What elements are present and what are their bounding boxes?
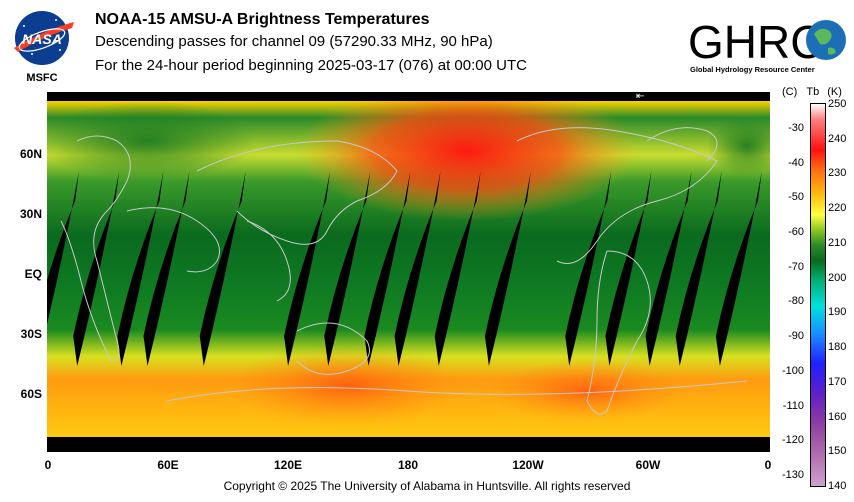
latitude-label: 60S — [20, 387, 42, 401]
swath-gap — [675, 171, 722, 366]
colorbar-kelvin-tick: 160 — [828, 410, 847, 423]
longitude-label: 120W — [512, 458, 544, 472]
colorbar-kelvin-tick: 210 — [828, 236, 847, 249]
colorbar — [810, 103, 826, 487]
colorbar-celsius-tick: -130 — [782, 469, 805, 482]
colorbar-kelvin-tick: 150 — [828, 445, 847, 458]
colorbar-celsius-tick: -120 — [782, 434, 805, 447]
colorbar-kelvin-tick: 180 — [828, 341, 847, 354]
longitude-label: 120E — [273, 458, 303, 472]
colorbar-celsius-header: (C) — [782, 86, 798, 98]
swath-gap — [117, 171, 164, 366]
swath-gap — [605, 171, 652, 366]
latitude-label: 30S — [20, 327, 42, 341]
colorbar-celsius-tick: -100 — [782, 364, 805, 377]
swath-gap — [199, 171, 246, 366]
copyright-footer: Copyright © 2025 The University of Alaba… — [223, 479, 631, 493]
colorbar-kelvin-tick: 250 — [828, 98, 847, 110]
swath-gap — [47, 171, 80, 325]
colorbar-kelvin-tick: 140 — [828, 480, 847, 492]
colorbar-kelvin-tick: 240 — [828, 132, 847, 145]
marker-glyph: ⇤ — [636, 91, 645, 102]
latitude-label: 60N — [19, 147, 42, 161]
swath-gap — [715, 171, 762, 366]
subtitle-channel: Descending passes for channel 09 (57290.… — [95, 33, 493, 50]
colorbar-celsius-tick: -60 — [788, 225, 804, 238]
colorbar-celsius-tick: -50 — [788, 191, 804, 204]
coastlines — [60, 127, 748, 415]
swath-gap — [565, 171, 612, 366]
swath-gap — [284, 171, 331, 366]
colorbar-header: (C) Tb (K) — [782, 86, 842, 98]
svg-text:MSFC: MSFC — [26, 72, 57, 84]
map-image — [47, 101, 770, 437]
longitude-label: 60W — [635, 458, 661, 472]
colorbar-celsius-tick: -30 — [788, 121, 804, 134]
colorbar-celsius-tick: -90 — [788, 330, 804, 343]
subtitle-period: For the 24-hour period beginning 2025-03… — [95, 57, 527, 74]
colorbar-celsius-tick: -70 — [788, 260, 804, 273]
colorbar-tb-header: Tb — [806, 86, 820, 98]
svg-text:NASA: NASA — [22, 31, 62, 47]
data-gaps — [47, 171, 762, 366]
colorbar-kelvin-tick: 200 — [828, 271, 847, 284]
colorbar-kelvin-tick: 220 — [828, 202, 847, 215]
colorbar-kelvin-header: (K) — [827, 86, 842, 98]
colorbar-kelvin-tick: 170 — [828, 375, 847, 388]
page-title: NOAA-15 AMSU-A Brightness Temperatures — [95, 11, 430, 28]
title-block: NOAA-15 AMSU-A Brightness Temperatures D… — [95, 10, 527, 78]
colorbar-celsius-tick: -80 — [788, 295, 804, 308]
longitude-label: 180 — [397, 458, 419, 472]
longitude-label: 0 — [44, 458, 52, 472]
swath-gap — [73, 171, 120, 366]
latitude-label: EQ — [24, 267, 42, 281]
ghrc-logo: GHRC Global Hydrology Resource Center — [686, 8, 852, 78]
nasa-logo: NASA MSFC — [10, 8, 78, 86]
longitude-label: 60E — [157, 458, 179, 472]
svg-text:Global Hydrology Resource Cent: Global Hydrology Resource Center — [690, 65, 815, 74]
swath-gap — [645, 171, 692, 366]
svg-text:GHRC: GHRC — [688, 16, 823, 68]
longitude-label: 0 — [764, 458, 772, 472]
colorbar-celsius-tick: -40 — [788, 156, 804, 169]
latitude-label: 30N — [19, 207, 42, 221]
swath-gap — [143, 171, 190, 366]
swath-gap — [394, 171, 441, 366]
swath-gap — [484, 171, 531, 366]
colorbar-celsius-tick: -110 — [782, 399, 804, 412]
swath-gap — [324, 171, 371, 366]
swath-gap — [364, 171, 411, 366]
swath-gap — [434, 171, 481, 366]
colorbar-kelvin-tick: 230 — [828, 167, 847, 180]
colorbar-kelvin-tick: 190 — [828, 306, 847, 319]
brightness-temperature-map: ⇤ — [47, 92, 770, 452]
